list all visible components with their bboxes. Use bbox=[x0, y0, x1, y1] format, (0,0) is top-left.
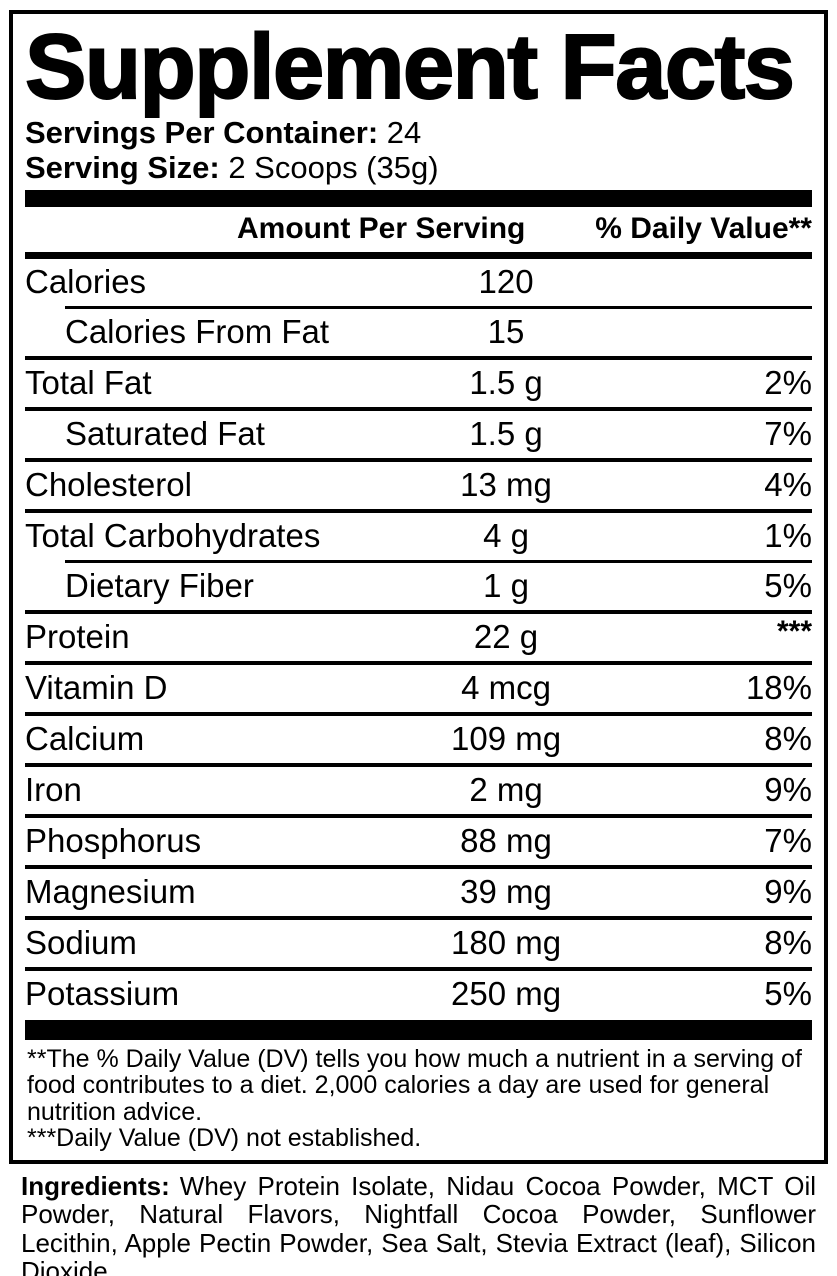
nutrient-name: Protein bbox=[25, 618, 130, 656]
row-divider bbox=[65, 559, 812, 563]
table-row: Potassium 250 mg 5% bbox=[25, 971, 812, 1018]
servings-per-container-label: Servings Per Container: bbox=[25, 114, 379, 150]
nutrient-daily-value: 8% bbox=[764, 720, 812, 758]
ingredients-paragraph: Ingredients: Whey Protein Isolate, Nidau … bbox=[21, 1172, 816, 1276]
table-row: Calcium 109 mg 8% bbox=[25, 716, 812, 763]
nutrient-name: Calcium bbox=[25, 720, 145, 758]
table-row: Total Carbohydrates 4 g 1% bbox=[25, 513, 812, 560]
nutrient-daily-value: 9% bbox=[764, 771, 812, 809]
ingredients-label: Ingredients: bbox=[21, 1170, 170, 1201]
nutrient-amount: 4 g bbox=[483, 517, 529, 555]
nutrient-daily-value: 1% bbox=[764, 517, 812, 555]
table-row: Vitamin D 4 mcg 18% bbox=[25, 665, 812, 712]
row-divider bbox=[65, 305, 812, 309]
nutrient-amount: 39 mg bbox=[460, 873, 552, 911]
nutrient-name: Sodium bbox=[25, 924, 137, 962]
nutrient-name: Dietary Fiber bbox=[65, 567, 254, 605]
nutrient-amount: 120 bbox=[478, 263, 534, 301]
nutrient-name: Total Fat bbox=[25, 364, 152, 402]
ingredients-text: Whey Protein Isolate, Nidau Cocoa Powder… bbox=[21, 1170, 816, 1276]
not-established-footnote: ***Daily Value (DV) not established. bbox=[27, 1124, 422, 1153]
row-divider bbox=[25, 406, 812, 411]
nutrient-daily-value: 5% bbox=[764, 975, 812, 1013]
nutrient-name: Iron bbox=[25, 771, 82, 809]
row-divider bbox=[25, 609, 812, 614]
table-row: Saturated Fat 1.5 g 7% bbox=[25, 411, 812, 458]
serving-size-value: 2 Scoops (35g) bbox=[228, 149, 439, 185]
nutrient-name: Total Carbohydrates bbox=[25, 517, 321, 555]
nutrient-daily-value: 7% bbox=[764, 415, 812, 453]
nutrient-amount: 1 g bbox=[483, 567, 529, 605]
nutrient-rows: Calories 120 Calories From Fat 15 Total … bbox=[25, 259, 812, 1018]
table-row: Phosphorus 88 mg 7% bbox=[25, 818, 812, 865]
nutrient-daily-value: 7% bbox=[764, 822, 812, 860]
nutrient-amount: 88 mg bbox=[460, 822, 552, 860]
daily-value-footnote: **The % Daily Value (DV) tells you how m… bbox=[27, 1044, 802, 1126]
row-divider bbox=[25, 355, 812, 360]
servings-per-container-value: 24 bbox=[386, 114, 422, 150]
table-row: Protein 22 g *** bbox=[25, 614, 812, 661]
separator-bar-thick-bottom bbox=[25, 1019, 812, 1040]
table-row: Magnesium 39 mg 9% bbox=[25, 869, 812, 916]
row-divider bbox=[25, 508, 812, 513]
nutrient-amount: 2 mg bbox=[469, 771, 543, 809]
nutrient-name: Calories bbox=[25, 263, 147, 301]
nutrient-amount: 13 mg bbox=[460, 466, 552, 504]
nutrient-amount: 22 g bbox=[473, 618, 539, 656]
table-row: Sodium 180 mg 8% bbox=[25, 920, 812, 967]
row-divider bbox=[25, 966, 812, 971]
table-row: Iron 2 mg 9% bbox=[25, 767, 812, 814]
servings-per-container: Servings Per Container: 24 bbox=[25, 115, 812, 150]
nutrient-daily-value: 18% bbox=[745, 669, 812, 707]
row-divider bbox=[25, 762, 812, 767]
facts-panel: Supplement Facts Servings Per Container:… bbox=[9, 10, 828, 1164]
nutrient-daily-value: 4% bbox=[764, 466, 812, 504]
nutrient-name: Phosphorus bbox=[25, 822, 202, 860]
nutrient-amount: 109 mg bbox=[450, 720, 562, 758]
nutrient-daily-value: 2% bbox=[764, 364, 812, 402]
table-row: Total Fat 1.5 g 2% bbox=[25, 360, 812, 407]
nutrient-name: Vitamin D bbox=[25, 669, 168, 707]
column-header-row: Amount Per Serving % Daily Value** bbox=[25, 207, 812, 252]
footnotes: **The % Daily Value (DV) tells you how m… bbox=[25, 1040, 812, 1160]
table-row: Dietary Fiber 1 g 5% bbox=[25, 563, 812, 610]
nutrient-amount: 250 mg bbox=[450, 975, 562, 1013]
nutrient-amount: 180 mg bbox=[450, 924, 562, 962]
table-row: Calories 120 bbox=[25, 259, 812, 306]
table-row: Cholesterol 13 mg 4% bbox=[25, 462, 812, 509]
nutrient-daily-value: 8% bbox=[764, 924, 812, 962]
nutrient-amount: 15 bbox=[487, 313, 525, 351]
table-row: Calories From Fat 15 bbox=[25, 309, 812, 356]
serving-size-label: Serving Size: bbox=[25, 149, 220, 185]
nutrient-amount: 1.5 g bbox=[469, 415, 543, 453]
nutrient-name: Calories From Fat bbox=[65, 313, 330, 351]
row-divider bbox=[25, 711, 812, 716]
label-title: Supplement Facts bbox=[24, 16, 796, 118]
nutrient-name: Saturated Fat bbox=[65, 415, 265, 453]
header-divider bbox=[25, 251, 812, 259]
nutrient-daily-value: 9% bbox=[764, 873, 812, 911]
separator-bar-thick-top bbox=[25, 189, 812, 207]
serving-size: Serving Size: 2 Scoops (35g) bbox=[25, 150, 812, 185]
nutrient-name: Cholesterol bbox=[25, 466, 192, 504]
row-divider bbox=[25, 813, 812, 818]
nutrient-amount: 4 mcg bbox=[461, 669, 551, 707]
nutrient-name: Potassium bbox=[25, 975, 180, 1013]
nutrient-daily-value: *** bbox=[776, 614, 812, 648]
daily-value-header: % Daily Value** bbox=[595, 212, 812, 246]
nutrient-name: Magnesium bbox=[25, 873, 196, 911]
row-divider bbox=[25, 864, 812, 869]
nutrient-amount: 1.5 g bbox=[469, 364, 543, 402]
row-divider bbox=[25, 915, 812, 920]
row-divider bbox=[25, 660, 812, 665]
nutrient-daily-value: 5% bbox=[764, 567, 812, 605]
ingredients-section: Ingredients: Whey Protein Isolate, Nidau … bbox=[21, 1172, 816, 1276]
row-divider bbox=[25, 457, 812, 462]
amount-per-serving-header: Amount Per Serving bbox=[237, 212, 526, 246]
